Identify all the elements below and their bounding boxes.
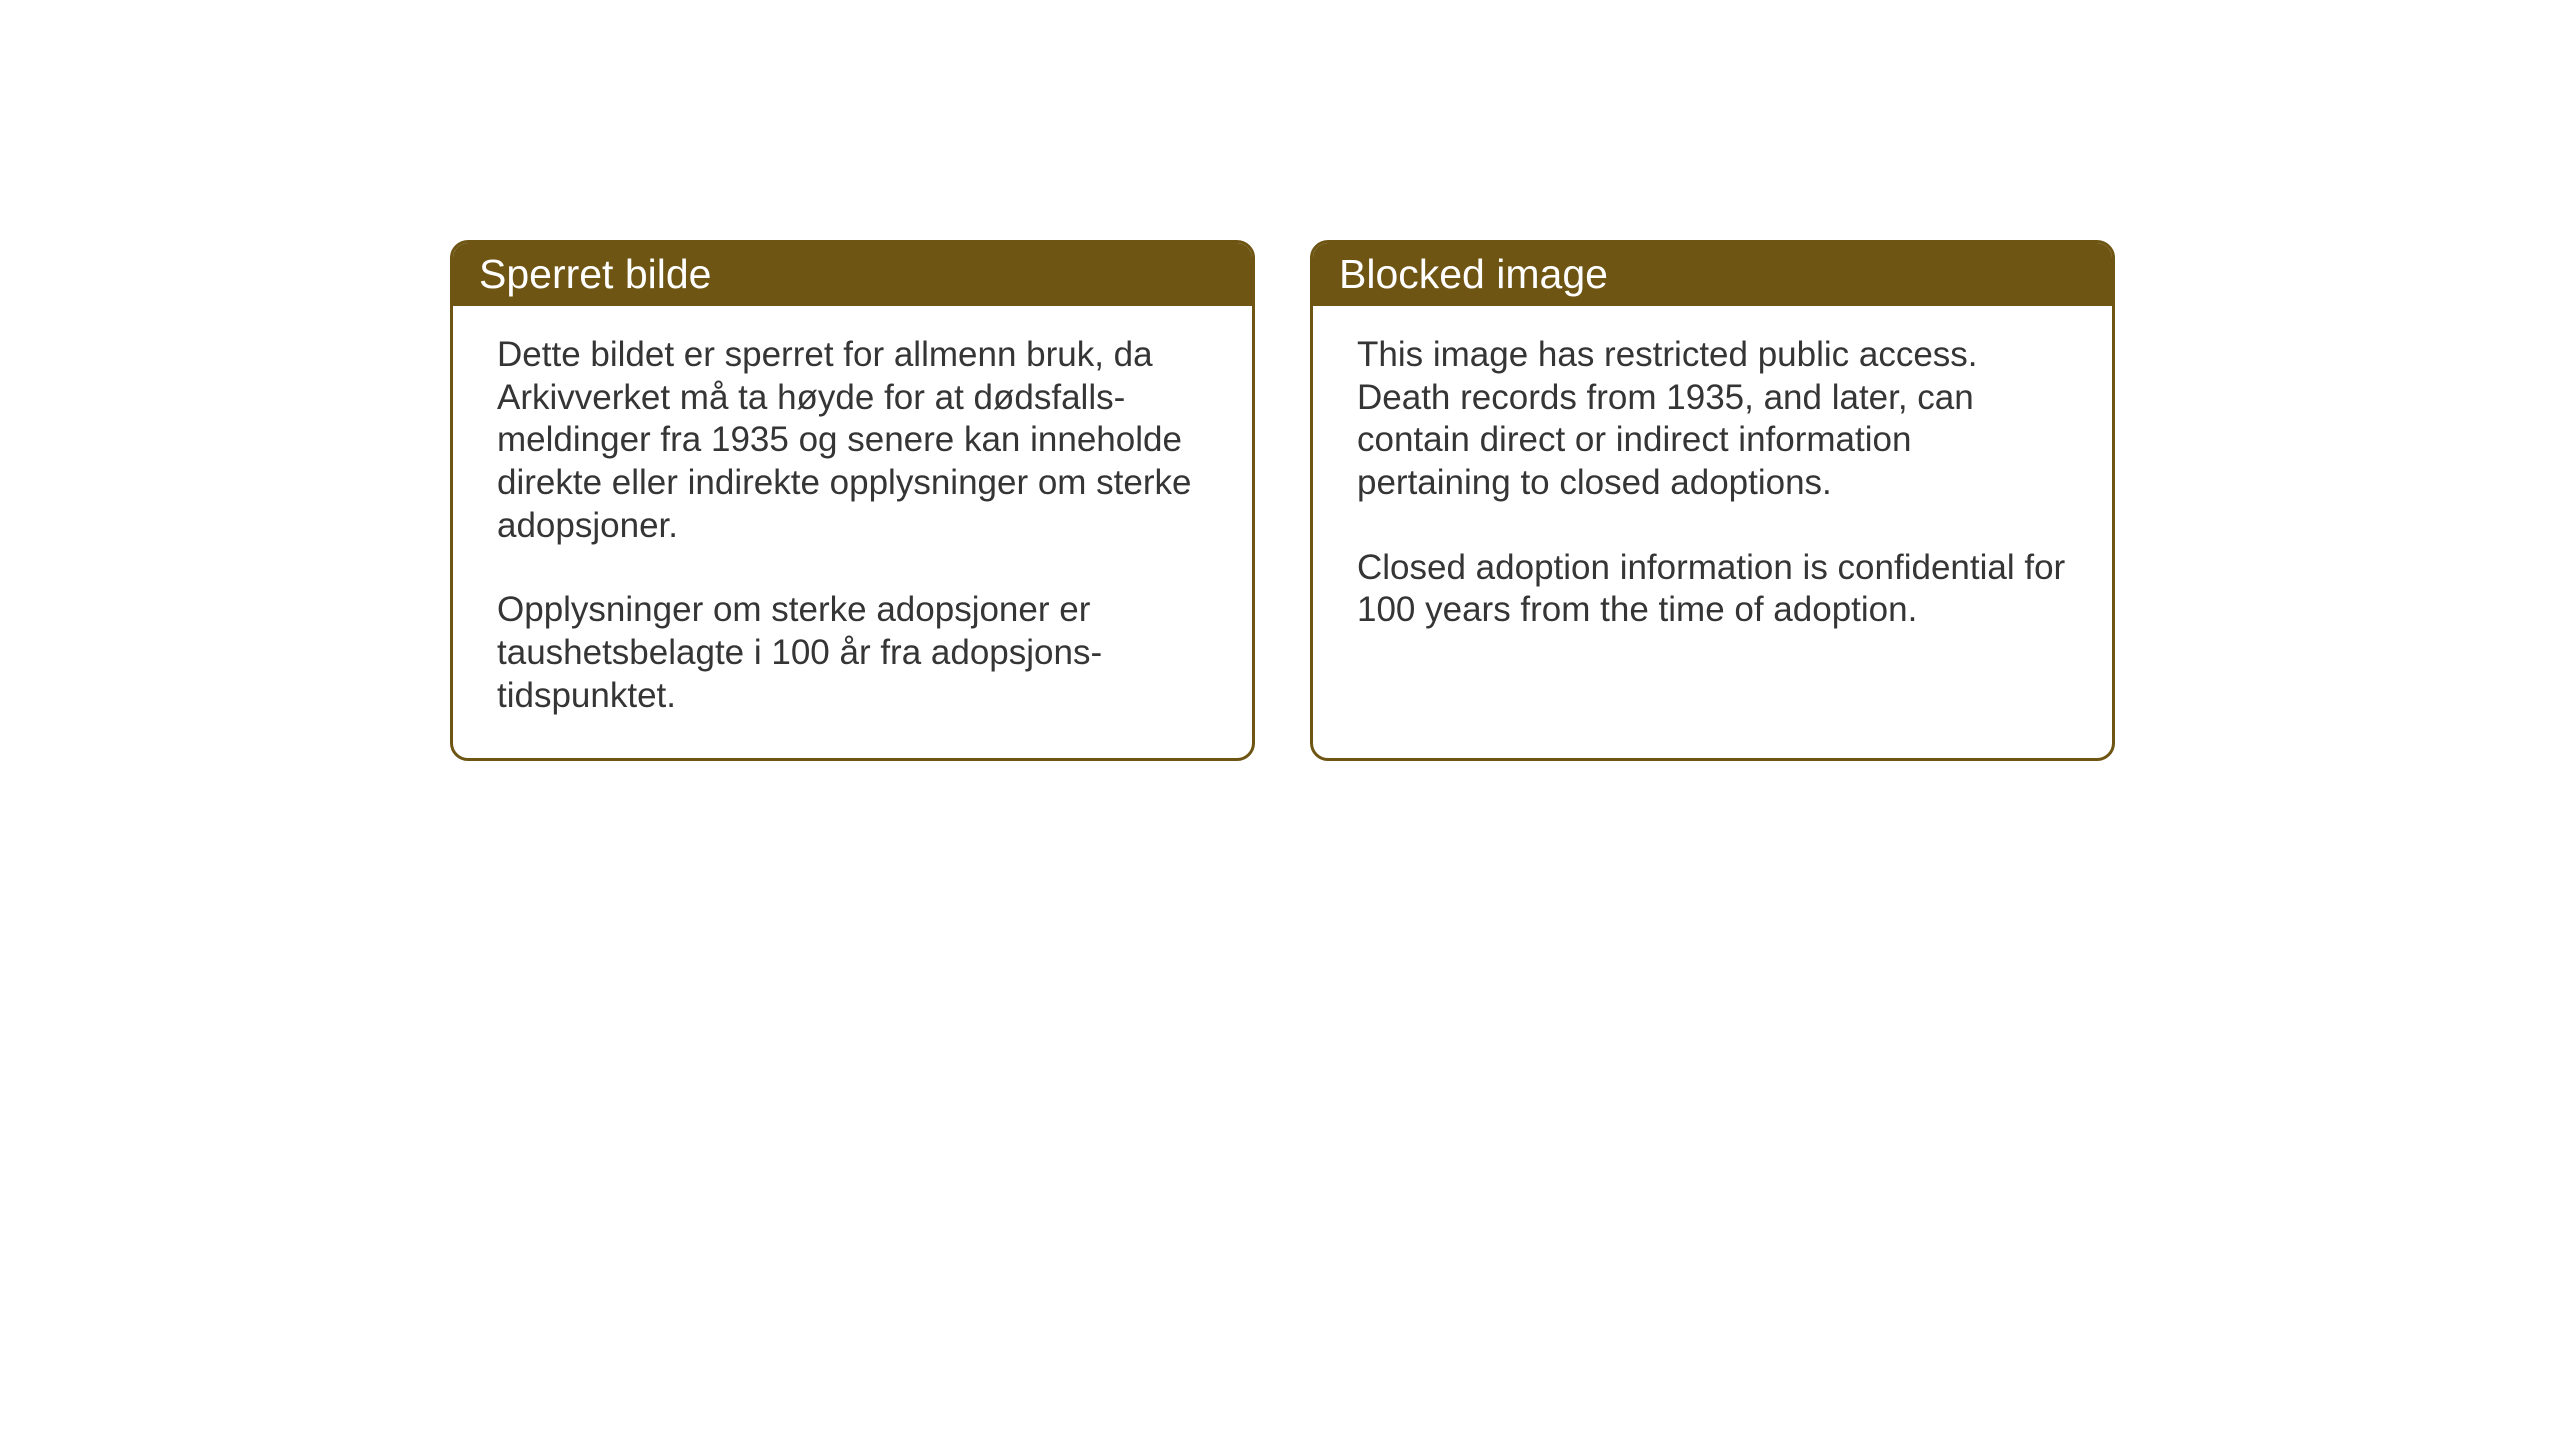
english-card-body: This image has restricted public access.… bbox=[1313, 306, 2112, 672]
norwegian-paragraph-1: Dette bildet er sperret for allmenn bruk… bbox=[497, 334, 1208, 547]
norwegian-card-title: Sperret bilde bbox=[453, 243, 1252, 306]
notice-container: Sperret bilde Dette bildet er sperret fo… bbox=[450, 240, 2115, 761]
norwegian-notice-card: Sperret bilde Dette bildet er sperret fo… bbox=[450, 240, 1255, 761]
english-card-title: Blocked image bbox=[1313, 243, 2112, 306]
english-paragraph-2: Closed adoption information is confident… bbox=[1357, 547, 2068, 632]
english-paragraph-1: This image has restricted public access.… bbox=[1357, 334, 2068, 505]
english-notice-card: Blocked image This image has restricted … bbox=[1310, 240, 2115, 761]
norwegian-paragraph-2: Opplysninger om sterke adopsjoner er tau… bbox=[497, 589, 1208, 717]
norwegian-card-body: Dette bildet er sperret for allmenn bruk… bbox=[453, 306, 1252, 758]
